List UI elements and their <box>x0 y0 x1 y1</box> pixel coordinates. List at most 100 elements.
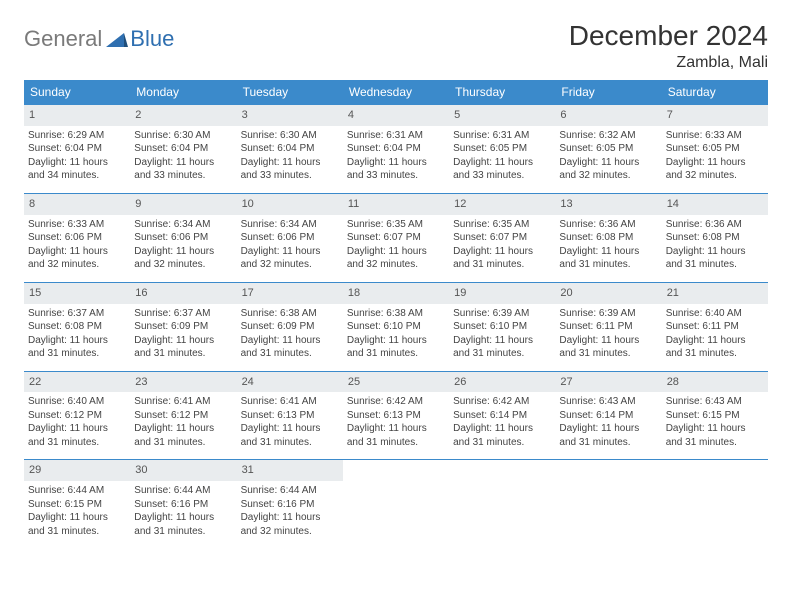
daylight-text: Daylight: 11 hours and 31 minutes. <box>666 334 764 361</box>
calendar-day-cell: 16Sunrise: 6:37 AMSunset: 6:09 PMDayligh… <box>130 282 236 371</box>
calendar-day-cell <box>555 460 661 548</box>
sunrise-text: Sunrise: 6:35 AM <box>347 218 445 232</box>
sunrise-text: Sunrise: 6:32 AM <box>559 129 657 143</box>
sunset-text: Sunset: 6:15 PM <box>666 409 764 423</box>
day-header: Monday <box>130 80 236 105</box>
sunset-text: Sunset: 6:16 PM <box>134 498 232 512</box>
sunrise-text: Sunrise: 6:35 AM <box>453 218 551 232</box>
day-number: 13 <box>555 194 661 215</box>
sunset-text: Sunset: 6:06 PM <box>28 231 126 245</box>
calendar-day-cell: 20Sunrise: 6:39 AMSunset: 6:11 PMDayligh… <box>555 282 661 371</box>
sunset-text: Sunset: 6:04 PM <box>241 142 339 156</box>
daylight-text: Daylight: 11 hours and 31 minutes. <box>347 334 445 361</box>
sunrise-text: Sunrise: 6:30 AM <box>134 129 232 143</box>
calendar-week-row: 1Sunrise: 6:29 AMSunset: 6:04 PMDaylight… <box>24 105 768 194</box>
day-number: 15 <box>24 283 130 304</box>
calendar-week-row: 15Sunrise: 6:37 AMSunset: 6:08 PMDayligh… <box>24 282 768 371</box>
daylight-text: Daylight: 11 hours and 32 minutes. <box>241 245 339 272</box>
sunrise-text: Sunrise: 6:37 AM <box>28 307 126 321</box>
logo-text-blue: Blue <box>130 26 174 52</box>
calendar-day-cell <box>343 460 449 548</box>
day-number: 5 <box>449 105 555 126</box>
sunset-text: Sunset: 6:04 PM <box>347 142 445 156</box>
day-header: Wednesday <box>343 80 449 105</box>
day-number: 23 <box>130 372 236 393</box>
day-header-row: Sunday Monday Tuesday Wednesday Thursday… <box>24 80 768 105</box>
day-number: 24 <box>237 372 343 393</box>
sunset-text: Sunset: 6:07 PM <box>347 231 445 245</box>
sunrise-text: Sunrise: 6:36 AM <box>559 218 657 232</box>
sunrise-text: Sunrise: 6:40 AM <box>28 395 126 409</box>
sunset-text: Sunset: 6:13 PM <box>347 409 445 423</box>
sunrise-text: Sunrise: 6:42 AM <box>453 395 551 409</box>
sunrise-text: Sunrise: 6:34 AM <box>241 218 339 232</box>
sunrise-text: Sunrise: 6:44 AM <box>134 484 232 498</box>
day-number: 17 <box>237 283 343 304</box>
daylight-text: Daylight: 11 hours and 31 minutes. <box>453 245 551 272</box>
calendar-day-cell: 2Sunrise: 6:30 AMSunset: 6:04 PMDaylight… <box>130 105 236 194</box>
header: General Blue December 2024 Zambla, Mali <box>24 20 768 72</box>
sunset-text: Sunset: 6:10 PM <box>347 320 445 334</box>
calendar-day-cell: 6Sunrise: 6:32 AMSunset: 6:05 PMDaylight… <box>555 105 661 194</box>
sunset-text: Sunset: 6:06 PM <box>134 231 232 245</box>
day-number: 10 <box>237 194 343 215</box>
sunrise-text: Sunrise: 6:31 AM <box>453 129 551 143</box>
sunset-text: Sunset: 6:04 PM <box>28 142 126 156</box>
sunrise-text: Sunrise: 6:39 AM <box>559 307 657 321</box>
calendar-day-cell: 7Sunrise: 6:33 AMSunset: 6:05 PMDaylight… <box>662 105 768 194</box>
calendar-day-cell: 31Sunrise: 6:44 AMSunset: 6:16 PMDayligh… <box>237 460 343 548</box>
sunrise-text: Sunrise: 6:40 AM <box>666 307 764 321</box>
title-block: December 2024 Zambla, Mali <box>569 20 768 72</box>
calendar-day-cell: 30Sunrise: 6:44 AMSunset: 6:16 PMDayligh… <box>130 460 236 548</box>
day-number: 12 <box>449 194 555 215</box>
daylight-text: Daylight: 11 hours and 31 minutes. <box>559 334 657 361</box>
day-number: 31 <box>237 460 343 481</box>
sunrise-text: Sunrise: 6:43 AM <box>666 395 764 409</box>
daylight-text: Daylight: 11 hours and 31 minutes. <box>28 334 126 361</box>
sunset-text: Sunset: 6:09 PM <box>134 320 232 334</box>
day-number: 8 <box>24 194 130 215</box>
sunrise-text: Sunrise: 6:41 AM <box>134 395 232 409</box>
daylight-text: Daylight: 11 hours and 31 minutes. <box>666 245 764 272</box>
calendar-day-cell: 26Sunrise: 6:42 AMSunset: 6:14 PMDayligh… <box>449 371 555 460</box>
day-number: 11 <box>343 194 449 215</box>
sunset-text: Sunset: 6:08 PM <box>28 320 126 334</box>
calendar-day-cell: 19Sunrise: 6:39 AMSunset: 6:10 PMDayligh… <box>449 282 555 371</box>
sunset-text: Sunset: 6:16 PM <box>241 498 339 512</box>
calendar-week-row: 29Sunrise: 6:44 AMSunset: 6:15 PMDayligh… <box>24 460 768 548</box>
day-number: 26 <box>449 372 555 393</box>
daylight-text: Daylight: 11 hours and 32 minutes. <box>559 156 657 183</box>
calendar-day-cell: 28Sunrise: 6:43 AMSunset: 6:15 PMDayligh… <box>662 371 768 460</box>
calendar-day-cell: 14Sunrise: 6:36 AMSunset: 6:08 PMDayligh… <box>662 193 768 282</box>
calendar-day-cell: 23Sunrise: 6:41 AMSunset: 6:12 PMDayligh… <box>130 371 236 460</box>
daylight-text: Daylight: 11 hours and 33 minutes. <box>241 156 339 183</box>
day-header: Thursday <box>449 80 555 105</box>
day-number: 28 <box>662 372 768 393</box>
calendar-day-cell: 5Sunrise: 6:31 AMSunset: 6:05 PMDaylight… <box>449 105 555 194</box>
daylight-text: Daylight: 11 hours and 31 minutes. <box>28 422 126 449</box>
sunrise-text: Sunrise: 6:42 AM <box>347 395 445 409</box>
sunset-text: Sunset: 6:09 PM <box>241 320 339 334</box>
daylight-text: Daylight: 11 hours and 31 minutes. <box>241 422 339 449</box>
sunset-text: Sunset: 6:10 PM <box>453 320 551 334</box>
calendar-day-cell: 12Sunrise: 6:35 AMSunset: 6:07 PMDayligh… <box>449 193 555 282</box>
calendar-table: Sunday Monday Tuesday Wednesday Thursday… <box>24 80 768 548</box>
day-header: Sunday <box>24 80 130 105</box>
daylight-text: Daylight: 11 hours and 32 minutes. <box>134 245 232 272</box>
daylight-text: Daylight: 11 hours and 31 minutes. <box>241 334 339 361</box>
sunset-text: Sunset: 6:12 PM <box>134 409 232 423</box>
sunset-text: Sunset: 6:05 PM <box>559 142 657 156</box>
day-number: 29 <box>24 460 130 481</box>
calendar-day-cell: 29Sunrise: 6:44 AMSunset: 6:15 PMDayligh… <box>24 460 130 548</box>
calendar-day-cell <box>662 460 768 548</box>
sunset-text: Sunset: 6:08 PM <box>666 231 764 245</box>
sunrise-text: Sunrise: 6:44 AM <box>28 484 126 498</box>
sunrise-text: Sunrise: 6:38 AM <box>347 307 445 321</box>
sunset-text: Sunset: 6:11 PM <box>559 320 657 334</box>
daylight-text: Daylight: 11 hours and 32 minutes. <box>666 156 764 183</box>
daylight-text: Daylight: 11 hours and 31 minutes. <box>559 245 657 272</box>
sunrise-text: Sunrise: 6:34 AM <box>134 218 232 232</box>
daylight-text: Daylight: 11 hours and 34 minutes. <box>28 156 126 183</box>
sunset-text: Sunset: 6:04 PM <box>134 142 232 156</box>
calendar-day-cell: 1Sunrise: 6:29 AMSunset: 6:04 PMDaylight… <box>24 105 130 194</box>
